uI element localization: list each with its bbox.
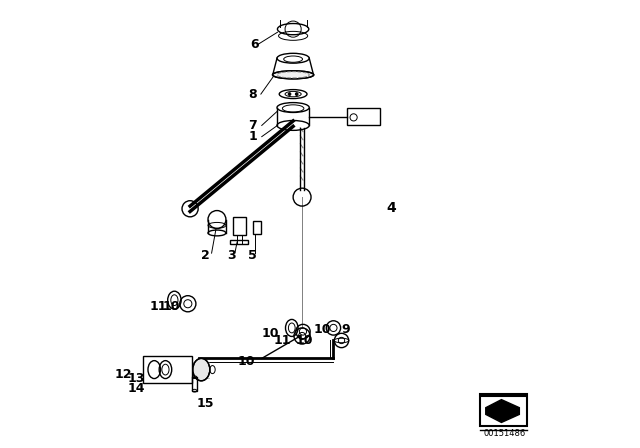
Text: 10: 10 [163,300,180,314]
Text: 9: 9 [342,323,350,336]
Text: 2: 2 [202,249,210,262]
Bar [192,377,197,391]
Bar [253,221,261,234]
Text: 13: 13 [127,372,145,385]
Text: 10: 10 [296,334,313,347]
Text: 15: 15 [196,396,214,410]
Text: 14: 14 [127,382,145,396]
Circle shape [288,93,291,95]
Text: 7: 7 [248,119,257,132]
Text: 11: 11 [149,300,166,314]
Polygon shape [486,400,520,422]
Text: 5: 5 [248,249,257,262]
Text: 3: 3 [227,249,236,262]
Text: 10: 10 [262,327,280,340]
Text: 6: 6 [251,38,259,52]
Bar [481,396,527,426]
Text: 00151486: 00151486 [483,429,525,438]
Text: 1: 1 [248,130,257,143]
Text: 11: 11 [273,334,291,347]
Text: 10: 10 [237,355,255,368]
Text: 4: 4 [387,201,397,215]
Bar [347,108,380,125]
Bar [230,240,248,244]
Circle shape [296,93,298,95]
Text: 12: 12 [114,367,132,381]
Bar [233,217,246,235]
Ellipse shape [273,71,314,79]
Text: 8: 8 [248,87,257,101]
Ellipse shape [193,358,210,381]
Bar [143,356,193,383]
Text: 10: 10 [314,323,331,336]
